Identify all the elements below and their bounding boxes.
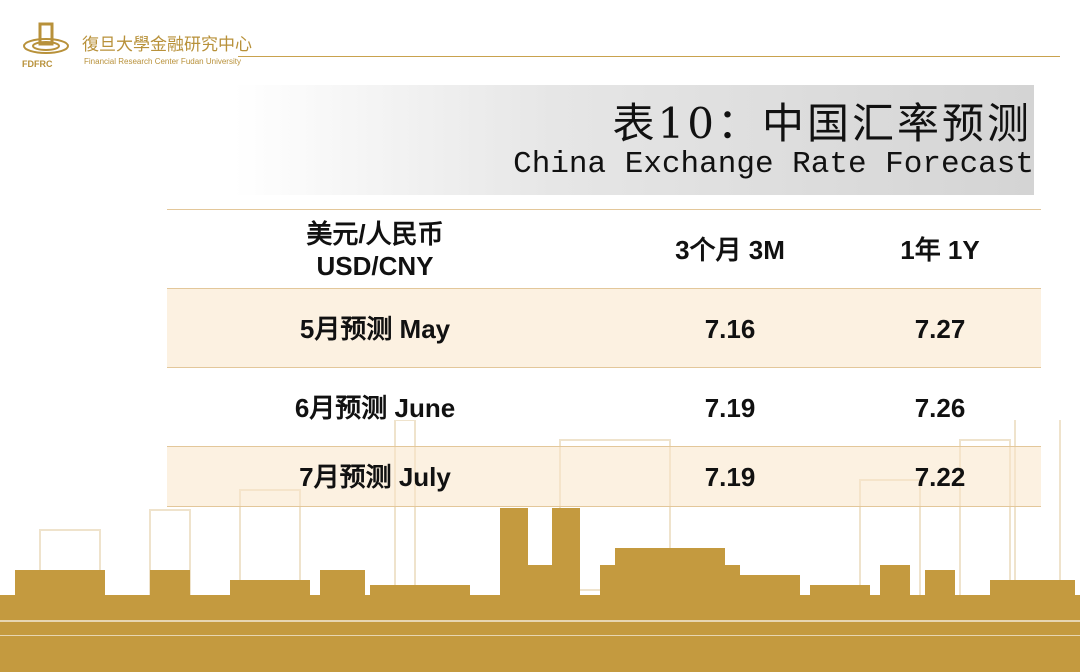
fdfrc-logo-icon	[23, 22, 69, 54]
header-divider	[238, 56, 1060, 57]
table-top-border	[167, 209, 1041, 210]
logo-name-cn: 復旦大學金融研究中心	[82, 35, 252, 55]
cell-1y: 7.27	[914, 314, 966, 344]
row-divider	[167, 367, 1041, 368]
row-divider	[167, 446, 1041, 447]
title-background	[234, 85, 1034, 195]
row-label: 7月预测 July	[299, 462, 451, 492]
header-pair-cn: 美元/人民币	[306, 219, 444, 249]
row-band-may	[167, 289, 1041, 367]
table-header-border	[167, 288, 1041, 289]
row-label: 5月预测 May	[299, 314, 451, 344]
cell-1y: 7.22	[914, 462, 966, 492]
table-bottom-border	[167, 506, 1041, 507]
logo-abbr: FDFRC	[22, 59, 53, 69]
header-3m: 3个月 3M	[675, 235, 785, 265]
cell-3m: 7.16	[704, 314, 756, 344]
row-label: 6月预测 June	[294, 393, 456, 423]
row-band-july	[167, 447, 1041, 506]
cell-1y: 7.26	[914, 393, 966, 423]
cell-3m: 7.19	[704, 393, 756, 423]
title-cn: 表10：中国汇率预测	[612, 99, 1032, 148]
logo-name-en: Financial Research Center Fudan Universi…	[84, 57, 241, 66]
title-en: China Exchange Rate Forecast	[513, 147, 1034, 182]
header-pair-en: USD/CNY	[316, 251, 434, 281]
cell-3m: 7.19	[704, 462, 756, 492]
header-1y: 1年 1Y	[900, 235, 980, 265]
